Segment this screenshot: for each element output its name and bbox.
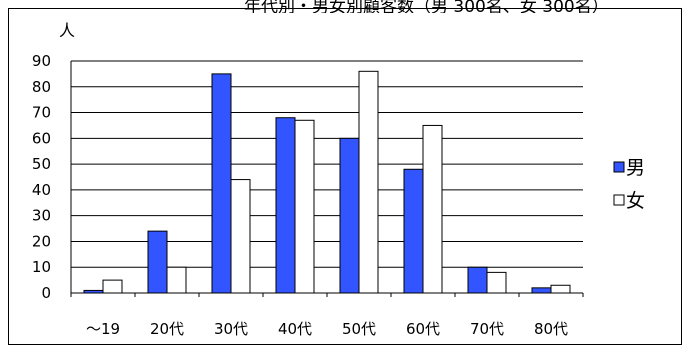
x-tick-label: 20代 — [150, 320, 184, 338]
x-tick-label: 80代 — [534, 320, 568, 338]
y-tick-label: 90 — [32, 52, 51, 70]
legend-label: 女 — [626, 190, 645, 212]
bar-female — [166, 266, 187, 294]
legend: 男女 — [613, 157, 645, 212]
bar-male — [531, 287, 552, 294]
x-tick-label: 50代 — [342, 320, 376, 338]
bar-male — [147, 230, 168, 294]
y-tick-label: 70 — [32, 104, 51, 122]
bar-male — [339, 137, 360, 294]
x-tick-label: 60代 — [406, 320, 440, 338]
y-tick-label: 60 — [32, 129, 51, 147]
bar-female — [550, 284, 571, 294]
x-tick-label: ～19 — [86, 320, 120, 338]
tick-labels: 0 10 20 30 40 50 60 70 80 90 人 ～19 20代 30代 40代 50代 60代 70… — [32, 21, 568, 338]
legend-swatch — [613, 161, 625, 173]
y-axis-unit-label: 人 — [59, 21, 75, 40]
y-tick-label: 30 — [32, 207, 51, 225]
bar-male — [467, 266, 488, 294]
x-tick-label: 40代 — [278, 320, 312, 338]
chart-title: 年代別・男女別顧客数（男 300名、女 300名） — [244, 0, 609, 13]
bar-female — [294, 119, 315, 294]
bar-female — [358, 70, 379, 294]
bar-male — [211, 73, 232, 294]
y-tick-label: 0 — [41, 284, 51, 302]
x-tick-label: 70代 — [470, 320, 504, 338]
y-tick-label: 50 — [32, 155, 51, 173]
y-tick-label: 10 — [32, 258, 51, 276]
legend-swatch — [613, 194, 625, 206]
y-tick-label: 20 — [32, 232, 51, 250]
bar-chart: 0 10 20 30 40 50 60 70 80 90 人 ～19 20代 30代 40代 50代 60代 70… — [32, 21, 645, 338]
legend-label: 男 — [626, 157, 645, 179]
y-tick-label: 40 — [32, 181, 51, 199]
bar-female — [422, 124, 443, 294]
bars — [83, 70, 571, 294]
axes — [70, 61, 584, 297]
bar-female — [102, 279, 123, 294]
bar-female — [486, 271, 507, 294]
bar-male — [275, 117, 296, 294]
bar-male — [403, 168, 424, 294]
y-tick-label: 80 — [32, 78, 51, 96]
bar-female — [230, 179, 251, 294]
x-tick-label: 30代 — [214, 320, 248, 338]
chart-frame: 年代別・男女別顧客数（男 300名、女 300名） 0 10 20 30 40 50 60 7… — [8, 0, 682, 345]
